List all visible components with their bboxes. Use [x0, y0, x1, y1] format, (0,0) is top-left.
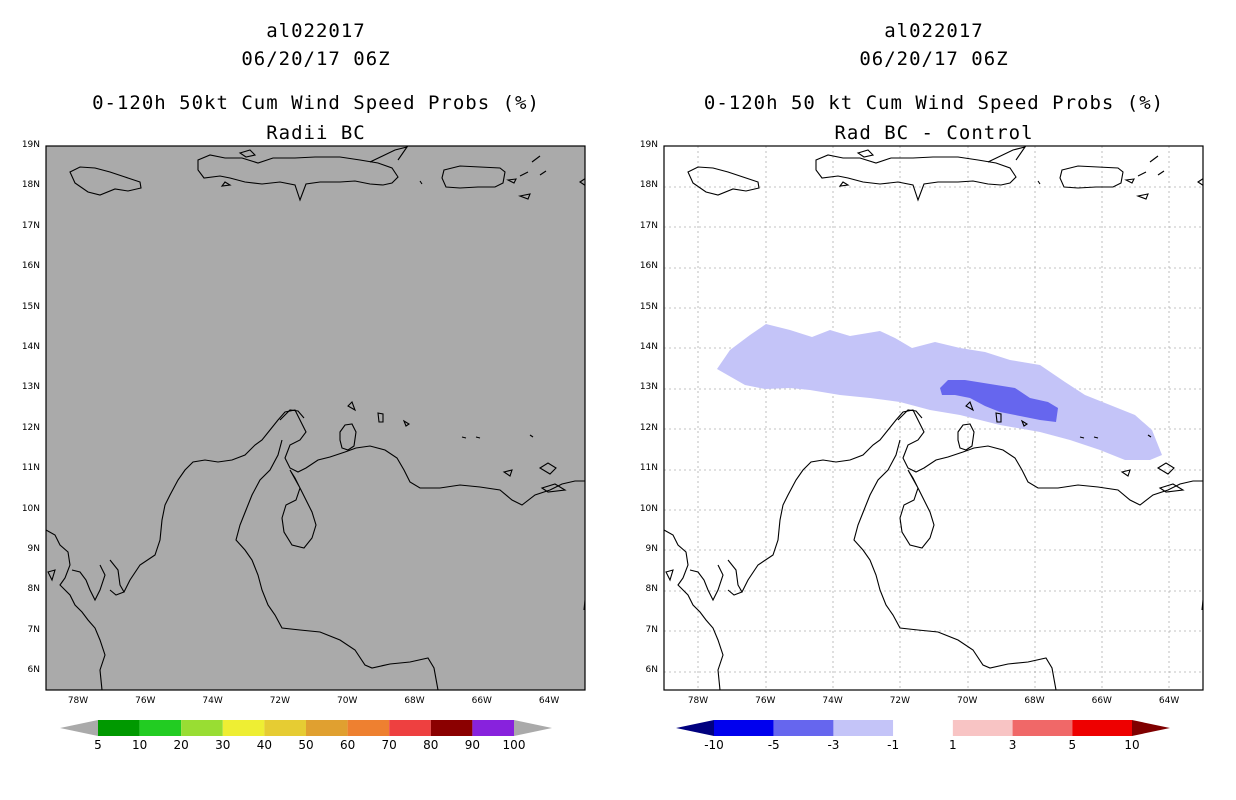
- colorbar-swatch: [347, 720, 390, 736]
- lat-label: 19N: [21, 140, 40, 150]
- colorbar-swatch: [1072, 720, 1132, 736]
- lon-label: 76W: [755, 696, 776, 706]
- colorbar-label: 90: [464, 738, 481, 752]
- lat-label: 12N: [21, 422, 40, 433]
- right-subtitle: Rad BC - Control: [834, 122, 1034, 144]
- colorbar-label: 1: [949, 738, 957, 752]
- lat-label: 7N: [645, 624, 658, 635]
- lat-label: 7N: [27, 624, 40, 635]
- lon-label: 74W: [202, 696, 223, 706]
- colorbar-label: 10: [1124, 738, 1140, 752]
- colorbar-swatch: [181, 720, 223, 736]
- left-storm-id: al022017: [266, 20, 366, 42]
- lat-label: 19N: [639, 140, 658, 150]
- lon-label: 64W: [538, 696, 560, 706]
- colorbar-label: 10: [131, 738, 148, 752]
- colorbar-label: 40: [256, 738, 273, 752]
- lat-label: 18N: [639, 180, 658, 191]
- lat-label: 15N: [21, 301, 40, 312]
- lon-label: 78W: [687, 696, 709, 706]
- lon-label: 68W: [1024, 696, 1045, 706]
- lat-label: 9N: [27, 544, 40, 554]
- colorbar-swatch: [472, 720, 514, 736]
- colorbar-label: 60: [339, 738, 356, 752]
- right-datetime: 06/20/17 06Z: [859, 48, 1009, 70]
- lon-label: 72W: [889, 696, 911, 706]
- colorbar-swatch: [98, 720, 140, 736]
- right-map-border: [663, 145, 1204, 691]
- colorbar-swatch: [139, 720, 182, 736]
- colorbar-over-triangle: [1132, 720, 1170, 736]
- colorbar-label: 70: [381, 738, 397, 752]
- right-storm-id: al022017: [884, 20, 984, 42]
- colorbar-label: -1: [887, 738, 900, 752]
- lat-label: 11N: [639, 463, 658, 474]
- left-colorbar: [60, 720, 552, 736]
- colorbar-swatch: [389, 720, 431, 736]
- diff-region-light: [717, 324, 1162, 460]
- colorbar-swatch: [833, 720, 894, 736]
- colorbar-swatch: [714, 720, 774, 736]
- lat-label: 14N: [21, 342, 40, 352]
- colorbar-swatch: [264, 720, 306, 736]
- lat-label: 17N: [21, 220, 40, 231]
- colorbar-swatch: [952, 720, 1013, 736]
- lon-label: 68W: [404, 696, 425, 706]
- colorbar-label: 5: [1068, 738, 1077, 752]
- lat-label: 16N: [639, 261, 658, 272]
- left-product-title: 0-120h 50kt Cum Wind Speed Probs (%): [92, 92, 540, 114]
- colorbar-swatch: [893, 720, 953, 736]
- colorbar-label: 30: [215, 738, 231, 752]
- lat-label: 10N: [639, 503, 658, 514]
- colorbar-label: -10: [704, 738, 724, 752]
- lat-label: 15N: [639, 301, 658, 312]
- lat-label: 6N: [645, 665, 658, 676]
- lon-label: 76W: [135, 696, 156, 706]
- left-map-frame: [45, 145, 586, 691]
- colorbar-swatch: [1012, 720, 1073, 736]
- colorbar-swatch: [222, 720, 265, 736]
- left-subtitle: Radii BC: [266, 122, 366, 144]
- colorbar-label: 80: [423, 738, 439, 752]
- lat-label: 11N: [21, 463, 40, 474]
- colorbar-label: -3: [827, 738, 840, 752]
- colorbar-label: 5: [94, 738, 102, 752]
- lon-label: 74W: [822, 696, 843, 706]
- colorbar-swatch: [306, 720, 348, 736]
- colorbar-label: -5: [767, 738, 780, 752]
- lat-label: 6N: [27, 665, 40, 676]
- colorbar-under-triangle: [60, 720, 98, 736]
- lat-label: 13N: [639, 382, 658, 393]
- lon-label: 78W: [67, 696, 89, 706]
- lat-label: 10N: [21, 503, 40, 514]
- lat-label: 8N: [645, 584, 658, 595]
- lat-label: 16N: [21, 261, 40, 272]
- lon-label: 66W: [1091, 696, 1112, 706]
- lat-label: 9N: [645, 544, 658, 554]
- colorbar-swatch: [773, 720, 834, 736]
- colorbar-label: 100: [502, 738, 526, 752]
- colorbar-under-triangle: [676, 720, 714, 736]
- right-colorbar: [676, 720, 1170, 736]
- lat-label: 14N: [639, 342, 658, 352]
- lat-label: 13N: [21, 382, 40, 393]
- lon-label: 70W: [957, 696, 978, 706]
- lon-label: 72W: [269, 696, 291, 706]
- left-datetime: 06/20/17 06Z: [241, 48, 391, 70]
- diff-region-medium: [940, 380, 1058, 422]
- colorbar-label: 50: [298, 738, 314, 752]
- lat-label: 18N: [21, 180, 40, 191]
- lon-label: 64W: [1158, 696, 1180, 706]
- lon-label: 66W: [471, 696, 492, 706]
- lon-label: 70W: [337, 696, 358, 706]
- lat-label: 12N: [639, 422, 658, 433]
- right-product-title: 0-120h 50 kt Cum Wind Speed Probs (%): [703, 92, 1165, 114]
- lat-label: 17N: [639, 220, 658, 231]
- colorbar-label: 20: [173, 738, 189, 752]
- colorbar-label: 3: [1008, 738, 1017, 752]
- colorbar-over-triangle: [514, 720, 552, 736]
- colorbar-swatch: [430, 720, 473, 736]
- lat-label: 8N: [27, 584, 40, 595]
